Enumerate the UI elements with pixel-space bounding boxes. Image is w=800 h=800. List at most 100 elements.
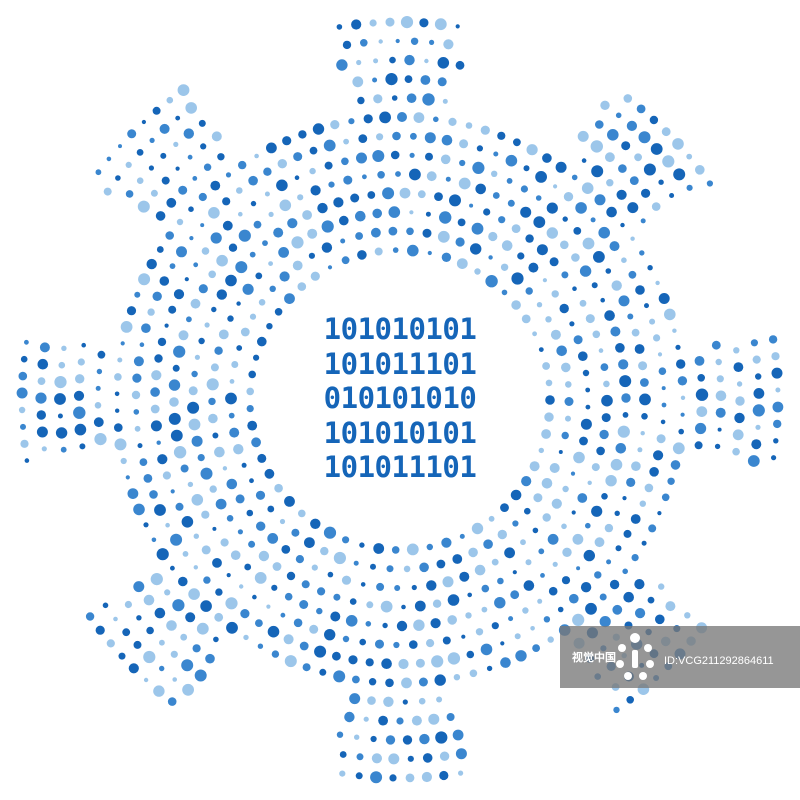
gear-dot [465,122,473,129]
gear-dot [511,272,524,285]
gear-dot [258,299,266,306]
gear-dot [618,295,630,307]
gear-dot [541,478,553,489]
gear-dot [115,408,120,413]
gear-dot [673,168,686,181]
gear-dot [166,620,177,631]
gear-dot [592,330,601,339]
gear-dot [360,582,366,587]
gear-dot [103,187,112,196]
gear-dot [327,265,333,270]
gear-dot [257,336,267,347]
gear-dot [147,308,155,316]
gear-dot [664,308,676,321]
gear-dot [639,250,645,256]
gear-dot [694,441,703,450]
gear-dot [562,485,569,493]
gear-dot [388,226,398,236]
gear-dot [600,297,605,303]
gear-dot [124,600,132,609]
gear-dot [520,185,529,193]
gear-dot [210,232,222,244]
gear-dot [150,573,163,586]
gear-dot [458,177,471,190]
gear-dot [598,348,604,353]
gear-dot [258,550,270,562]
gear-dot [590,140,603,153]
gear-dot [77,358,85,366]
gear-dot [694,356,705,366]
watermark-logo-icon [616,633,654,680]
gear-dot [368,678,377,686]
gear-dot [410,132,417,140]
gear-dot [585,404,591,410]
gear-dot [95,385,101,391]
gear-dot [168,412,181,425]
gear-dot [580,418,592,430]
gear-dot [442,636,451,645]
gear-dot [483,208,491,216]
gear-dot [197,454,205,462]
gear-dot [579,436,588,446]
gear-dot [208,413,218,424]
gear-dot [349,693,361,705]
gear-dot [695,422,707,435]
gear-dot [138,273,151,286]
gear-dot [93,417,104,428]
gear-dot [388,753,400,765]
gear-dot [542,278,548,283]
gear-dot [330,120,340,130]
gear-dot [193,533,199,539]
gear-dot [605,475,617,487]
gear-dot [150,189,158,197]
gear-dot [298,509,306,518]
gear-dot [630,236,635,241]
gear-dot [405,773,415,783]
gear-dot [563,192,574,202]
gear-dot [565,381,572,388]
gear-dot [309,146,318,155]
gear-dot [775,387,781,393]
gear-dot [55,427,68,439]
gear-dot [278,247,289,258]
gear-dot [452,729,464,741]
gear-dot [714,443,721,450]
gear-dot [215,498,227,510]
gear-dot [203,576,211,584]
gear-dot [657,510,662,516]
gear-dot [426,171,437,182]
gear-dot [525,234,534,243]
gear-dot [191,435,203,447]
gear-dot [339,770,346,777]
gear-dot [283,634,294,645]
gear-dot [455,24,460,29]
gear-dot [327,571,334,578]
gear-dot [178,185,188,195]
gear-dot [122,628,131,637]
gear-dot [647,596,655,604]
gear-dot [136,149,144,156]
gear-dot [248,175,258,186]
gear-dot [143,677,149,683]
gear-dot [661,493,670,502]
gear-dot [159,123,170,134]
gear-dot [606,206,617,218]
gear-dot [419,18,429,28]
gear-dot [299,641,309,651]
gear-dot [418,697,426,705]
gear-dot [771,455,777,461]
gear-dot [226,515,234,522]
gear-dot [411,715,422,726]
gear-dot [441,252,452,262]
gear-dot [618,359,629,370]
gear-dot [471,522,484,535]
gear-dot [406,543,419,556]
gear-dot [638,131,651,144]
gear-dot [36,426,48,438]
gear-dot [459,533,465,539]
gear-dot [131,390,141,400]
gear-dot [175,115,181,121]
gear-dot [498,216,506,224]
gear-dot [379,111,391,124]
